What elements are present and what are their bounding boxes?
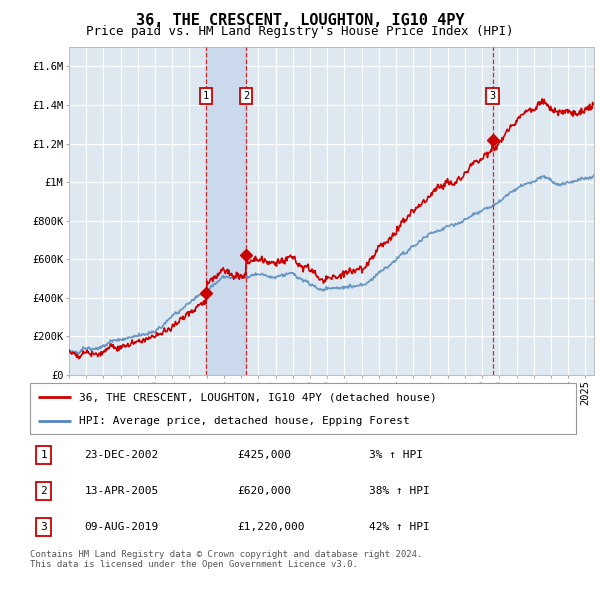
Text: £425,000: £425,000 (238, 450, 292, 460)
Text: 13-APR-2005: 13-APR-2005 (85, 486, 159, 496)
Text: HPI: Average price, detached house, Epping Forest: HPI: Average price, detached house, Eppi… (79, 416, 410, 426)
FancyBboxPatch shape (30, 384, 576, 434)
Text: 3: 3 (490, 91, 496, 101)
Text: 2: 2 (243, 91, 249, 101)
Text: Price paid vs. HM Land Registry's House Price Index (HPI): Price paid vs. HM Land Registry's House … (86, 25, 514, 38)
Text: 09-AUG-2019: 09-AUG-2019 (85, 522, 159, 532)
Text: 3: 3 (40, 522, 47, 532)
Text: 3% ↑ HPI: 3% ↑ HPI (368, 450, 422, 460)
Text: 1: 1 (203, 91, 209, 101)
Text: 23-DEC-2002: 23-DEC-2002 (85, 450, 159, 460)
Text: £1,220,000: £1,220,000 (238, 522, 305, 532)
Text: 1: 1 (40, 450, 47, 460)
Text: 2: 2 (40, 486, 47, 496)
Text: Contains HM Land Registry data © Crown copyright and database right 2024.
This d: Contains HM Land Registry data © Crown c… (30, 550, 422, 569)
Text: 38% ↑ HPI: 38% ↑ HPI (368, 486, 429, 496)
Text: £620,000: £620,000 (238, 486, 292, 496)
Text: 42% ↑ HPI: 42% ↑ HPI (368, 522, 429, 532)
Text: 36, THE CRESCENT, LOUGHTON, IG10 4PY (detached house): 36, THE CRESCENT, LOUGHTON, IG10 4PY (de… (79, 392, 437, 402)
Bar (206, 47, 246, 375)
Text: 36, THE CRESCENT, LOUGHTON, IG10 4PY: 36, THE CRESCENT, LOUGHTON, IG10 4PY (136, 13, 464, 28)
